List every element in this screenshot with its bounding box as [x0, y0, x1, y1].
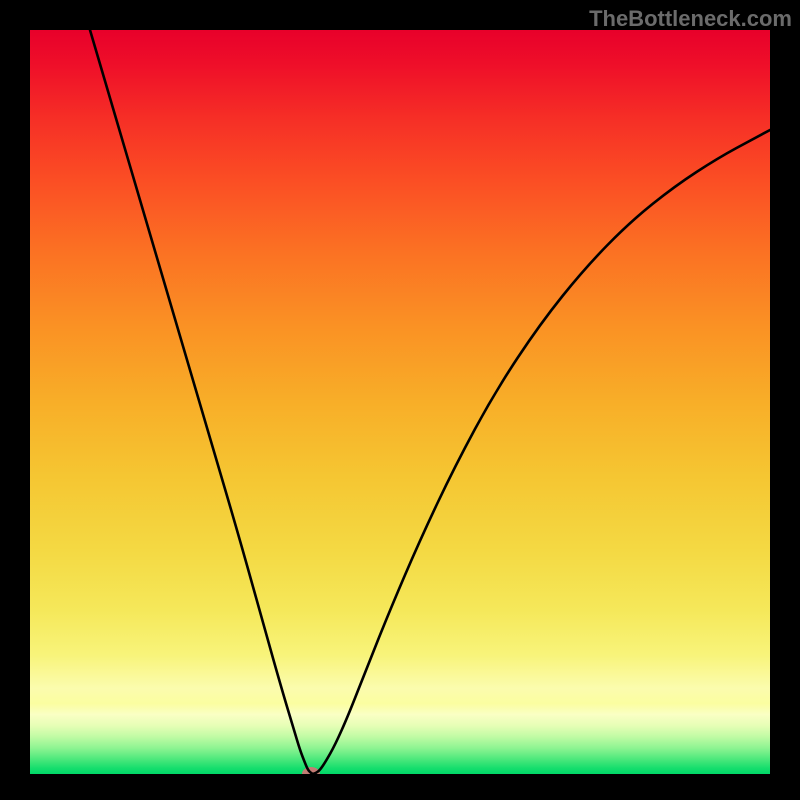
gradient-background — [30, 30, 770, 774]
watermark: TheBottleneck.com — [589, 6, 792, 32]
minimum-marker — [302, 767, 320, 774]
bottleneck-curve — [30, 30, 770, 774]
plot-area — [30, 30, 770, 774]
chart-frame: TheBottleneck.com — [0, 0, 800, 800]
curve-path — [90, 30, 770, 774]
